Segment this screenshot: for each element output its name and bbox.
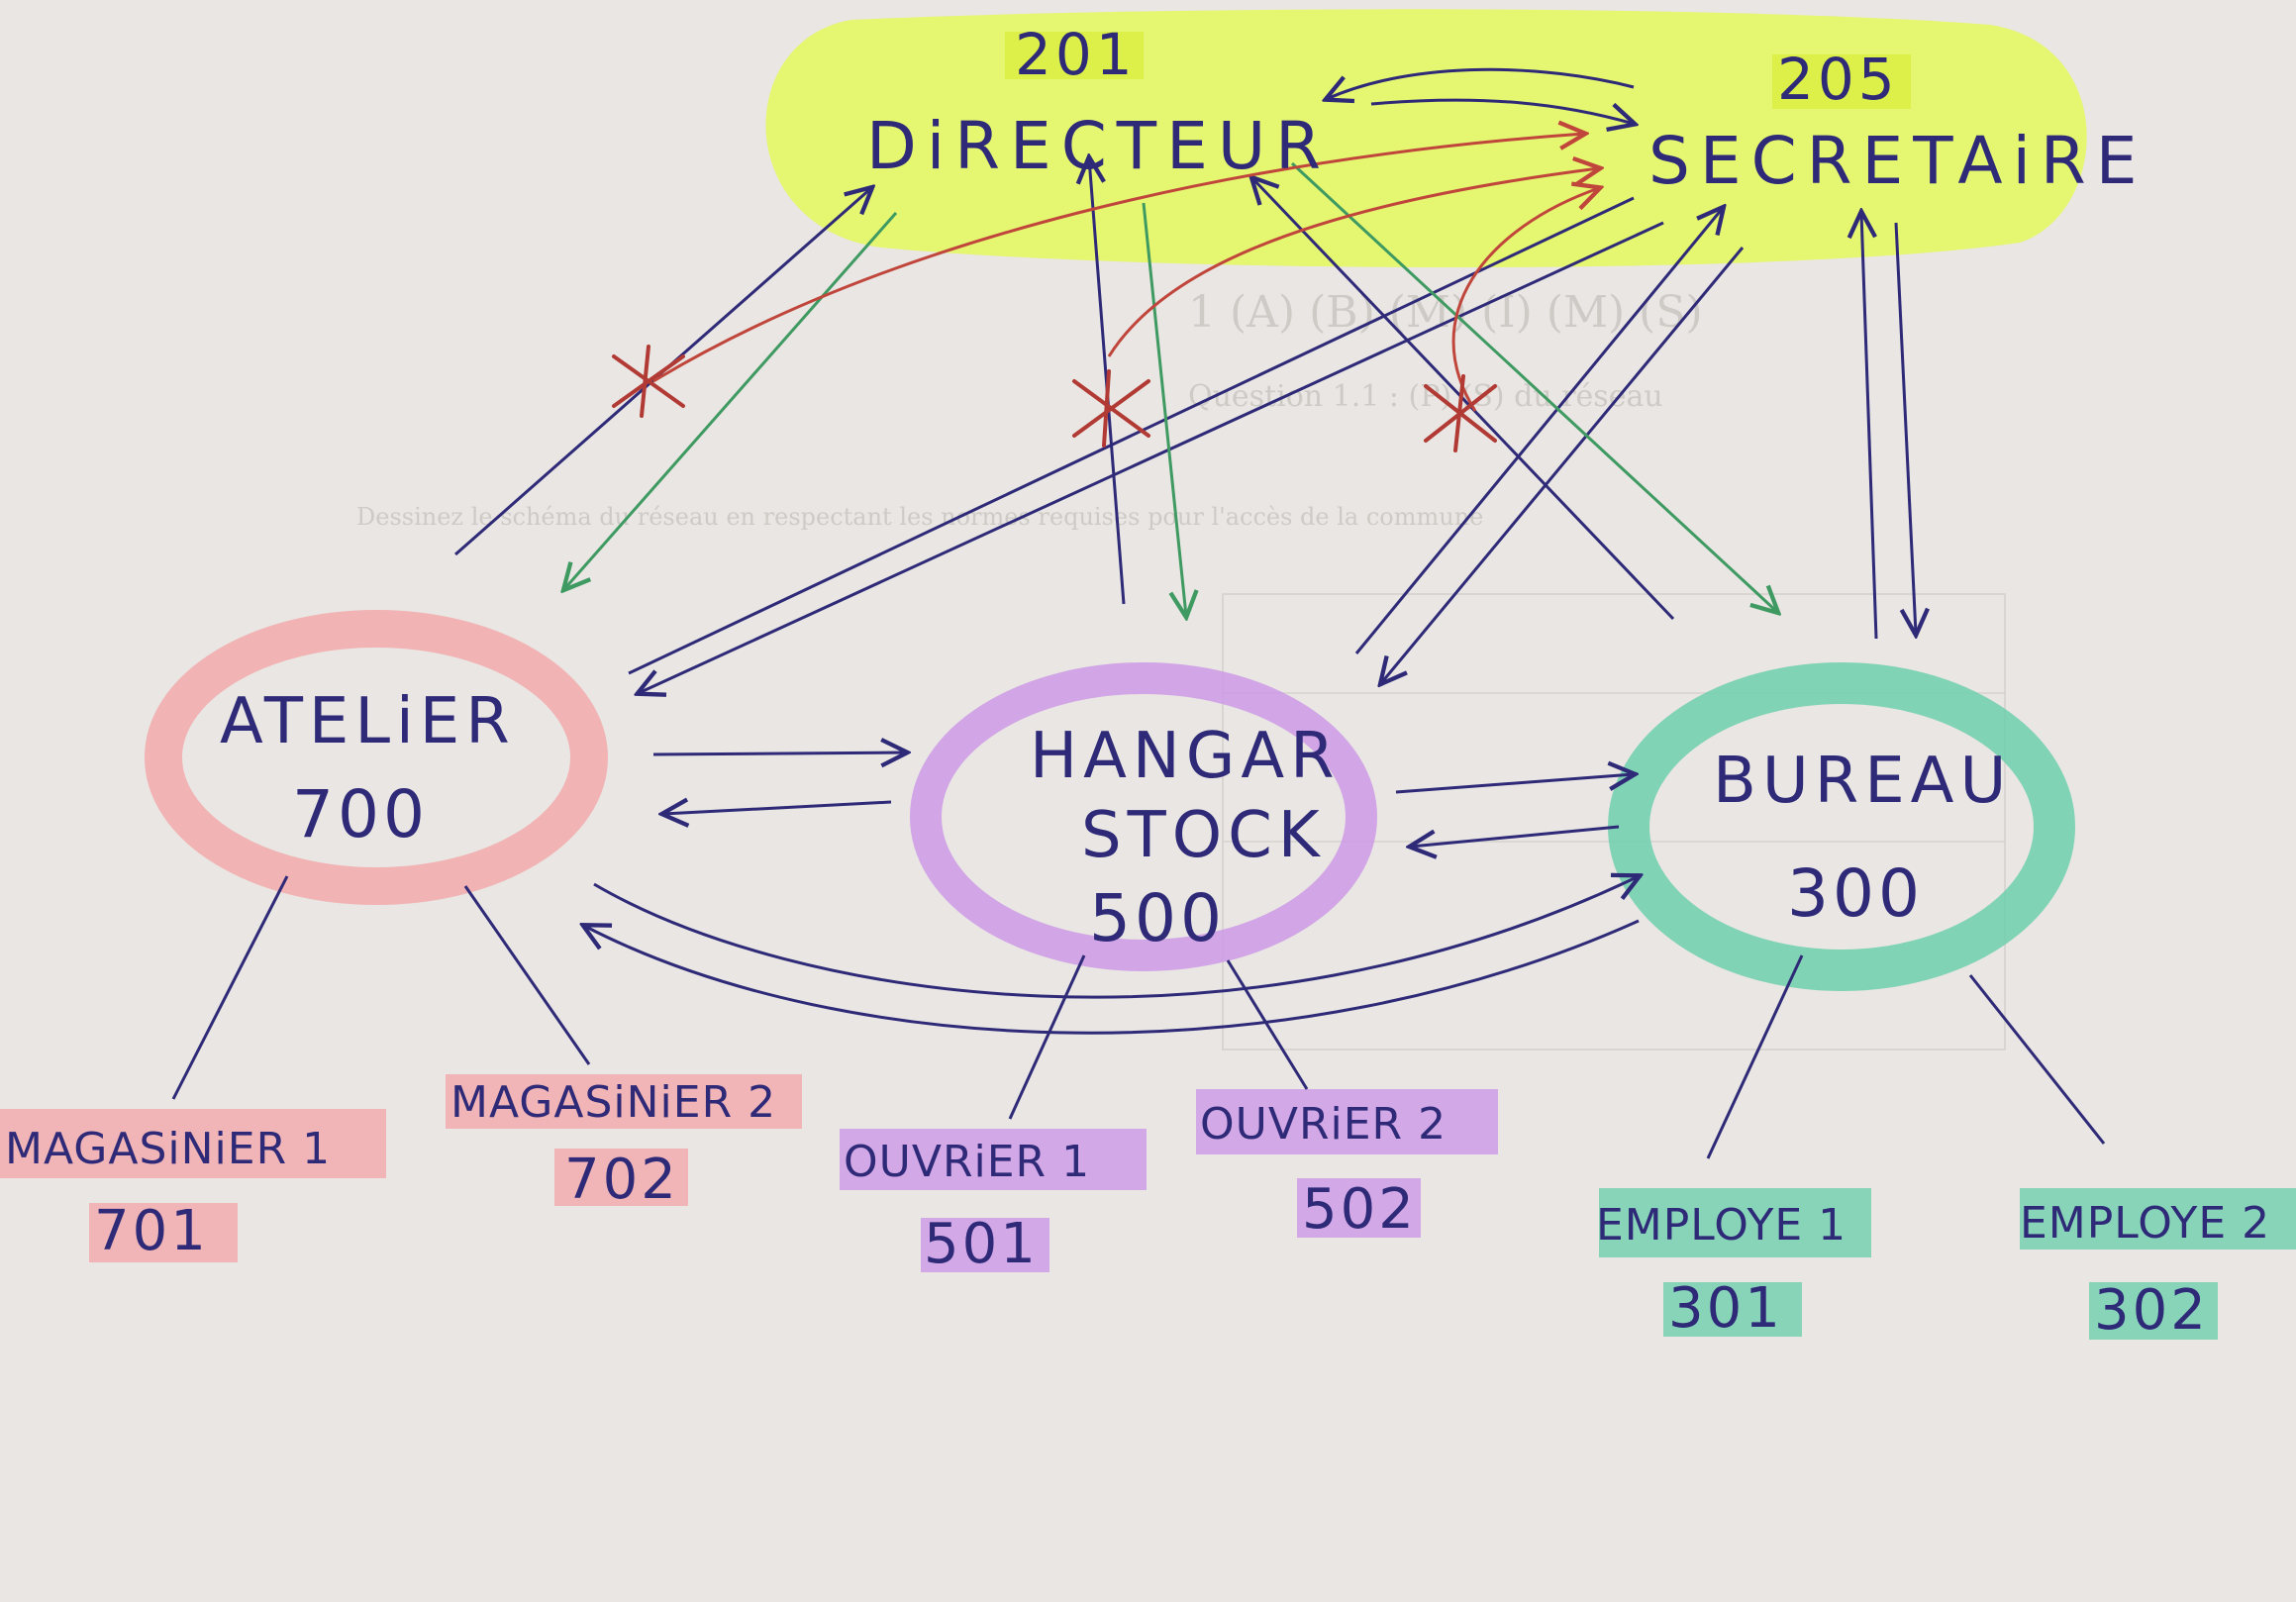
connector-ouvrier2 (1226, 959, 1309, 1090)
arrow-bureau-hangar (1411, 825, 1620, 847)
green-connections (564, 161, 1777, 616)
arrow-secretaire-hangar (1381, 247, 1745, 683)
employe1-number: 301 (1668, 1276, 1783, 1341)
arrow-hangar-secretaire (1354, 208, 1723, 654)
directeur-label: DiRECTEUR (866, 108, 1331, 184)
ouvrier1-number: 501 (924, 1212, 1039, 1276)
arrow-atelier-hangar (652, 752, 906, 754)
arrow-atelier-secretaire (628, 196, 1635, 675)
ouvrier2-number: 502 (1302, 1177, 1417, 1242)
secretaire-label: SECRETAiRE (1648, 123, 2146, 199)
atelier-highlight (145, 610, 608, 905)
hangar-highlight (910, 662, 1377, 971)
arrow-hangar-bureau (1395, 774, 1634, 794)
magasinier1-number: 701 (94, 1199, 209, 1263)
red-cross-marks (612, 345, 1497, 452)
red-connections (652, 134, 1599, 412)
magasinier2-number: 702 (564, 1148, 679, 1212)
connector-employe2 (1968, 974, 2106, 1145)
arrow-atelier-bureau (593, 876, 1639, 999)
connector-employe1 (1706, 954, 1804, 1159)
connector-ouvrier1 (1008, 954, 1086, 1120)
arrow-secretaire-bureau (1894, 222, 1916, 634)
blue-connections (454, 67, 1916, 1035)
bureau-label: BUREAU (1713, 745, 2012, 818)
connector-magasinier2 (463, 885, 591, 1065)
arrow-bureau-atelier (584, 919, 1640, 1035)
magasinier2-label: MAGASiNiER 2 (450, 1077, 776, 1128)
ouvrier2-label: OUVRiER 2 (1200, 1099, 1447, 1150)
employe1-label: EMPLOYE 1 (1596, 1200, 1847, 1251)
red-arrow-atelier-secretaire (652, 134, 1584, 383)
atelier-label: ATELiER (220, 685, 516, 758)
background-table (1222, 593, 2006, 1051)
arrow-secretaire-directeur (1327, 67, 1635, 99)
bureau-number: 300 (1787, 855, 1924, 932)
employee-connectors (171, 875, 2106, 1159)
directeur-number: 201 (1015, 21, 1137, 88)
magasinier1-label: MAGASiNiER 1 (5, 1124, 331, 1174)
arrow-hangar-atelier (663, 802, 892, 814)
employe2-number: 302 (2094, 1278, 2209, 1343)
hangar-number: 500 (1089, 880, 1226, 956)
cross-mark-icon (612, 345, 685, 418)
green-arrow-directeur-atelier (564, 212, 898, 589)
label-highlights (0, 32, 2296, 1340)
red-arrow-hangar-secretaire (1107, 168, 1599, 357)
cross-mark-icon (1072, 369, 1150, 448)
hangar-label-line1: HANGAR (1030, 720, 1341, 793)
arrow-secretaire-atelier (639, 221, 1664, 693)
connector-magasinier1 (171, 875, 289, 1100)
bureau-highlight (1608, 662, 2075, 991)
employe2-label: EMPLOYE 2 (2020, 1198, 2270, 1249)
cross-mark-icon (1424, 374, 1497, 452)
background-heading: 1 (A) (B) (M) (I) (M) (S) (1188, 287, 1703, 338)
green-arrow-directeur-bureau (1290, 161, 1777, 612)
hangar-label-line2: STOCK (1081, 799, 1326, 872)
arrow-directeur-secretaire (1370, 98, 1634, 124)
atelier-number: 700 (292, 776, 429, 852)
red-arrow-bureau-secretaire (1451, 188, 1599, 412)
ouvrier1-label: OUVRiER 1 (844, 1137, 1090, 1187)
arrow-bureau-secretaire (1861, 213, 1878, 640)
secretaire-number: 205 (1777, 46, 1899, 113)
background-line-2: Dessinez le schéma du réseau en respecta… (356, 503, 1483, 531)
green-arrow-directeur-hangar (1142, 202, 1186, 616)
